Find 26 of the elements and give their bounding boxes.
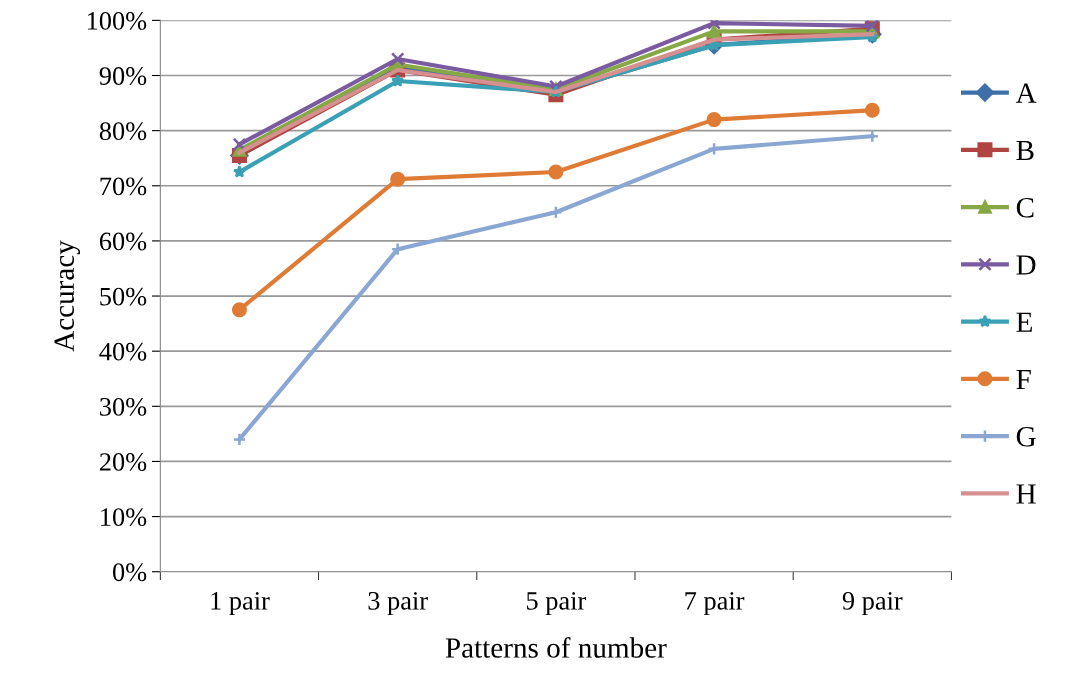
x-axis-title: Patterns of number — [445, 637, 667, 658]
x-tick-label: 3 pair — [368, 592, 428, 616]
y-tick-label: 20% — [99, 453, 147, 471]
y-tick-label: 50% — [100, 287, 147, 306]
y-tick-label: 70% — [100, 177, 147, 196]
y-tick-label: 10% — [101, 508, 147, 527]
legend-label: E — [1016, 312, 1032, 332]
y-axis-title: Accuracy — [54, 240, 81, 352]
y-tick-label: 100% — [87, 11, 147, 30]
legend-label: H — [1016, 484, 1036, 504]
y-tick-label: 60% — [99, 232, 147, 251]
y-tick-label: 0% — [112, 563, 147, 582]
legend-label: G — [1016, 426, 1036, 447]
legend-label: A — [1015, 83, 1037, 103]
y-tick-label: 40% — [99, 342, 147, 361]
y-tick-label: 90% — [99, 67, 147, 86]
x-tick-label: 1 pair — [211, 592, 270, 616]
x-tick-label: 7 pair — [685, 592, 745, 616]
legend-label: C — [1016, 197, 1034, 218]
y-tick-label: 30% — [100, 397, 147, 416]
x-tick-label: 5 pair — [527, 592, 587, 616]
legend-label: D — [1016, 255, 1036, 275]
y-tick-label: 80% — [99, 122, 147, 141]
legend-label: F — [1016, 369, 1031, 390]
legend-label: B — [1016, 140, 1034, 161]
x-tick-label: 9 pair — [842, 592, 903, 616]
